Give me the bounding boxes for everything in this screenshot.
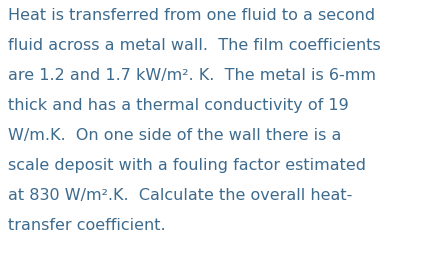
Text: fluid across a metal wall.  The film coefficients: fluid across a metal wall. The film coef… (8, 38, 381, 53)
Text: thick and has a thermal conductivity of 19: thick and has a thermal conductivity of … (8, 98, 349, 113)
Text: are 1.2 and 1.7 kW/m². K.  The metal is 6-mm: are 1.2 and 1.7 kW/m². K. The metal is 6… (8, 68, 376, 83)
Text: scale deposit with a fouling factor estimated: scale deposit with a fouling factor esti… (8, 158, 366, 173)
Text: transfer coefficient.: transfer coefficient. (8, 218, 166, 233)
Text: Heat is transferred from one fluid to a second: Heat is transferred from one fluid to a … (8, 8, 375, 23)
Text: W/m.K.  On one side of the wall there is a: W/m.K. On one side of the wall there is … (8, 128, 341, 143)
Text: at 830 W/m².K.  Calculate the overall heat-: at 830 W/m².K. Calculate the overall hea… (8, 188, 352, 203)
